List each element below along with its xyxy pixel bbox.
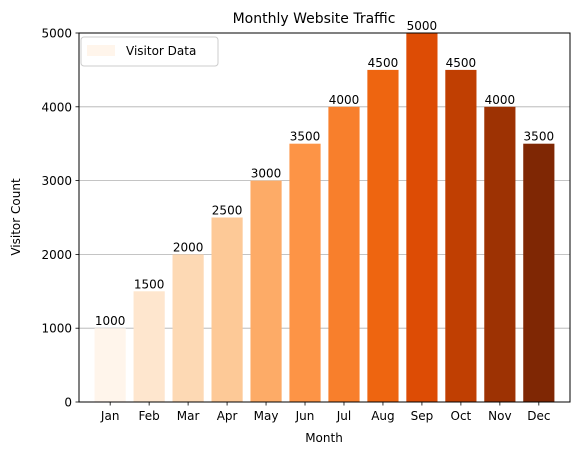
bar xyxy=(250,180,282,402)
chart-title: Monthly Website Traffic xyxy=(233,11,396,27)
data-label: 4000 xyxy=(485,93,516,107)
bar xyxy=(94,328,126,402)
data-label: 3500 xyxy=(524,130,555,144)
y-tick-label: 0 xyxy=(64,396,72,410)
legend: Visitor Data xyxy=(80,36,219,67)
y-tick-label: 4000 xyxy=(41,100,72,114)
legend-box xyxy=(80,36,219,67)
bar xyxy=(484,106,516,403)
data-label: 5000 xyxy=(407,19,438,33)
y-tick-label: 2000 xyxy=(41,248,72,262)
x-tick-label: Aug xyxy=(371,409,394,423)
x-tick-label: Jan xyxy=(100,409,120,423)
x-tick-label: Oct xyxy=(451,409,472,423)
x-tick-label: Mar xyxy=(177,409,200,423)
legend-label: Visitor Data xyxy=(126,44,196,58)
x-tick-label: Jul xyxy=(336,409,351,423)
bar xyxy=(211,217,243,402)
x-tick-label: Sep xyxy=(411,409,434,423)
x-axis: Jan Feb Mar Apr May Jun Jul Aug Sep Oct Nov Dec xyxy=(100,402,550,423)
data-label: 4000 xyxy=(329,93,360,107)
y-tick-label: 1000 xyxy=(41,322,72,336)
plot-frame xyxy=(78,32,571,403)
bar xyxy=(133,291,165,402)
data-label: 3000 xyxy=(251,167,282,181)
y-tick-label: 3000 xyxy=(41,174,72,188)
bar xyxy=(367,69,399,403)
x-tick-label: Feb xyxy=(139,409,160,423)
y-tick-label: 5000 xyxy=(41,27,72,41)
x-tick-label: May xyxy=(254,409,279,423)
data-label: 1500 xyxy=(134,277,165,291)
data-label: 2500 xyxy=(212,204,243,218)
legend-swatch xyxy=(87,45,115,56)
data-labels: 1000 1500 2000 2500 3000 3500 4000 4500 5000 4500… xyxy=(95,19,554,328)
bar xyxy=(445,69,477,403)
bar xyxy=(172,254,204,402)
data-label: 1000 xyxy=(95,314,126,328)
y-axis: 0 1000 2000 3000 4000 5000 xyxy=(41,27,79,410)
x-tick-label: Apr xyxy=(217,409,238,423)
bar xyxy=(289,143,321,402)
bar xyxy=(523,143,555,402)
bar xyxy=(328,106,360,403)
bars xyxy=(94,33,555,403)
x-axis-label: Month xyxy=(305,431,343,445)
data-label: 4500 xyxy=(368,56,399,70)
data-label: 2000 xyxy=(173,240,204,254)
data-label: 4500 xyxy=(446,56,477,70)
x-tick-label: Dec xyxy=(527,409,550,423)
x-tick-label: Nov xyxy=(488,409,511,423)
y-axis-label: Visitor Count xyxy=(9,178,23,256)
data-label: 3500 xyxy=(290,130,321,144)
bar xyxy=(406,33,438,402)
x-tick-label: Jun xyxy=(295,409,315,423)
